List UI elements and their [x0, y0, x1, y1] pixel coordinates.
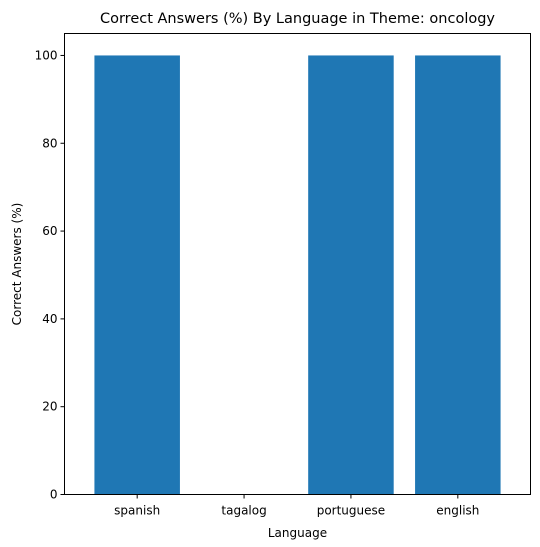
y-tick-label-40: 40 [42, 312, 57, 326]
y-tick-label-20: 20 [42, 400, 57, 414]
bar-english [415, 55, 501, 495]
x-tick-label-tagalog: tagalog [221, 504, 266, 518]
y-axis-ticks: 0 20 40 60 80 100 [35, 48, 65, 502]
x-axis-ticks: spanish tagalog portuguese english [114, 494, 479, 518]
plot-frame [64, 33, 531, 495]
x-tick-label-spanish: spanish [114, 504, 160, 518]
chart-title: Correct Answers (%) By Language in Theme… [100, 11, 495, 27]
y-axis-title: Correct Answers (%) [10, 203, 24, 326]
x-axis-title: Language [268, 526, 327, 540]
bar-portuguese [308, 55, 394, 495]
bars [94, 55, 501, 495]
y-tick-label-80: 80 [42, 136, 57, 150]
y-tick-label-100: 100 [35, 48, 58, 62]
x-tick-label-english: english [436, 504, 479, 518]
x-tick-label-portuguese: portuguese [317, 504, 385, 518]
y-tick-label-60: 60 [42, 224, 57, 238]
bar-spanish [94, 55, 180, 495]
y-tick-label-0: 0 [50, 488, 58, 502]
